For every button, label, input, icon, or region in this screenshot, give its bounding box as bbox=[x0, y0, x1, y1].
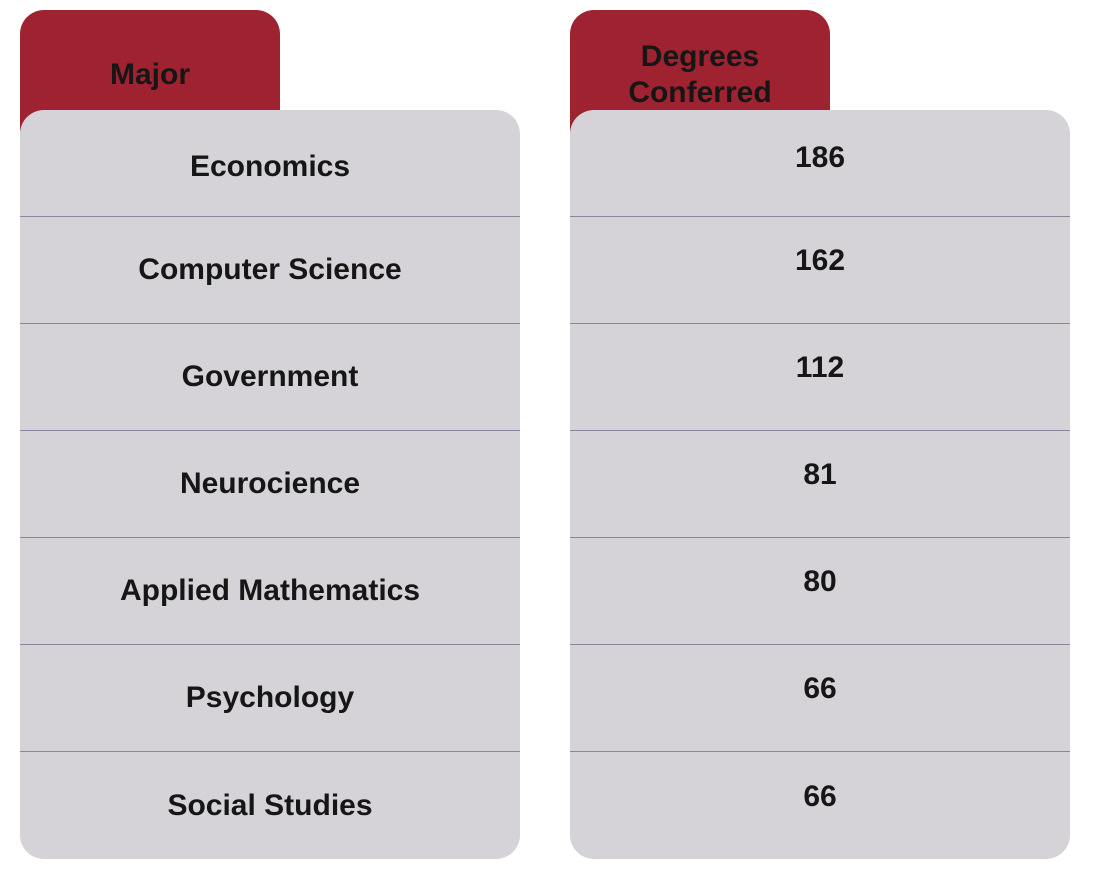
cell-degrees: 81 bbox=[803, 458, 836, 492]
cell-major: Applied Mathematics bbox=[120, 574, 420, 608]
header-label-major: Major bbox=[110, 57, 190, 93]
table-row: 186 bbox=[570, 110, 1070, 217]
cell-degrees: 186 bbox=[795, 141, 845, 175]
cell-degrees: 66 bbox=[803, 672, 836, 706]
body-panel-major: Economics Computer Science Government Ne… bbox=[20, 110, 520, 859]
cell-major: Social Studies bbox=[167, 789, 372, 823]
column-degrees: Degrees Conferred 186 162 112 81 80 66 6… bbox=[570, 10, 1070, 859]
table-container: Major Economics Computer Science Governm… bbox=[0, 0, 1096, 869]
table-row: 81 bbox=[570, 431, 1070, 538]
cell-degrees: 66 bbox=[803, 780, 836, 814]
table-row: Applied Mathematics bbox=[20, 538, 520, 645]
table-row: Government bbox=[20, 324, 520, 431]
cell-major: Psychology bbox=[186, 681, 354, 715]
table-row: Economics bbox=[20, 110, 520, 217]
table-row: Psychology bbox=[20, 645, 520, 752]
cell-major: Computer Science bbox=[138, 253, 401, 287]
cell-degrees: 112 bbox=[796, 351, 844, 385]
cell-degrees: 80 bbox=[803, 565, 836, 599]
cell-major: Government bbox=[182, 360, 359, 394]
table-row: 66 bbox=[570, 645, 1070, 752]
cell-major: Economics bbox=[190, 150, 350, 184]
cell-major: Neurocience bbox=[180, 467, 360, 501]
table-row: 112 bbox=[570, 324, 1070, 431]
body-panel-degrees: 186 162 112 81 80 66 66 bbox=[570, 110, 1070, 859]
table-row: 80 bbox=[570, 538, 1070, 645]
table-row: Social Studies bbox=[20, 752, 520, 859]
table-row: Computer Science bbox=[20, 217, 520, 324]
table-row: Neurocience bbox=[20, 431, 520, 538]
column-major: Major Economics Computer Science Governm… bbox=[20, 10, 520, 859]
table-row: 66 bbox=[570, 752, 1070, 859]
cell-degrees: 162 bbox=[795, 244, 845, 278]
header-label-degrees: Degrees Conferred bbox=[570, 39, 830, 111]
table-row: 162 bbox=[570, 217, 1070, 324]
